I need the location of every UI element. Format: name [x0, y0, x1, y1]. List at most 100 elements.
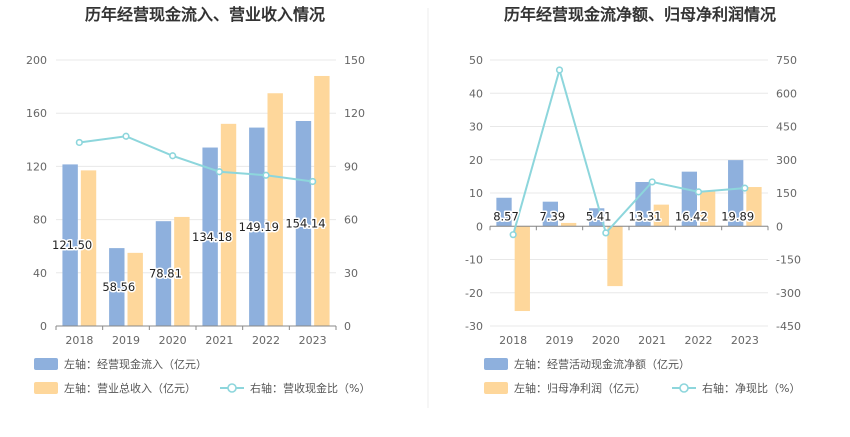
right-tick-label: 0: [344, 320, 351, 333]
legend-label: 左轴：经营活动现金流净额（亿元）: [514, 357, 690, 371]
data-label: 16.42: [675, 209, 708, 223]
bar-secondary: [174, 216, 190, 326]
right-tick-label: -150: [776, 254, 801, 267]
x-axis: [55, 325, 337, 330]
legend-swatch: [34, 358, 58, 370]
data-label: 19.89: [721, 209, 754, 223]
category-label: 2021: [205, 334, 233, 347]
bar-secondary: [653, 204, 669, 227]
right-tick-label: 750: [776, 54, 797, 67]
bar-secondary: [561, 222, 577, 227]
bar-primary: [496, 197, 512, 227]
data-label: 78.81: [149, 267, 182, 281]
ratio-point: [694, 188, 703, 196]
category-label: 2023: [731, 334, 759, 347]
data-label: 149.19: [239, 220, 279, 234]
bar-primary: [249, 127, 265, 326]
bar-primary: [295, 120, 312, 326]
ratio-point: [75, 138, 83, 147]
left-tick-label: 10: [469, 187, 483, 200]
right-tick-label: 600: [776, 87, 797, 100]
data-labels: 8.57 7.39 5.41 13.31 16.42 19.89: [492, 208, 756, 225]
data-label: 7.39: [540, 209, 566, 223]
bars: [496, 160, 762, 312]
left-tick-label: 120: [26, 160, 47, 173]
x-axis-ticks: 2018 2019 2020 2021 2022 2023: [65, 334, 326, 347]
ratio-point: [602, 229, 610, 237]
bar-secondary: [80, 170, 97, 326]
category-label: 2020: [592, 334, 620, 347]
bar-secondary: [267, 93, 283, 326]
legend-label: 左轴：营业总收入（亿元）: [64, 381, 196, 395]
right-tick-label: 150: [344, 54, 365, 67]
ratio-point: [555, 66, 564, 74]
cash-inflow-revenue-chart: 历年经营现金流入、营业收入情况 0 40 80 120 160 200 0 30 60 90 12…: [26, 5, 370, 395]
left-axis: -30 -20 -10 0 10 20 30 40 50: [465, 54, 483, 333]
legend-line-marker: [679, 383, 689, 393]
bar-primary: [635, 181, 651, 227]
legend-label: 左轴：归母净利润（亿元）: [514, 381, 646, 395]
bar-secondary: [607, 226, 623, 287]
right-tick-label: 60: [344, 214, 358, 227]
data-label: 58.56: [102, 280, 135, 294]
left-tick-label: 0: [40, 320, 47, 333]
bar-secondary: [127, 252, 143, 326]
ratio-point: [648, 178, 656, 186]
right-tick-label: 300: [776, 154, 797, 167]
data-label: 121.50: [52, 238, 92, 252]
bar-primary: [681, 171, 697, 227]
ratio-point: [262, 171, 270, 179]
legend-swatch: [34, 382, 58, 394]
chart-title: 历年经营现金流净额、归母净利润情况: [504, 5, 776, 24]
data-label: 13.31: [629, 209, 662, 223]
right-tick-label: 150: [776, 187, 797, 200]
left-tick-label: -30: [465, 320, 483, 333]
left-tick-label: -20: [465, 287, 483, 300]
bar-primary: [542, 201, 558, 227]
right-tick-label: 120: [344, 107, 365, 120]
right-tick-label: 30: [344, 267, 358, 280]
left-tick-label: 30: [469, 121, 483, 134]
ratio-point: [309, 177, 317, 186]
left-tick-label: 40: [33, 267, 47, 280]
ratio-point: [509, 231, 517, 239]
ratio-line: [509, 66, 749, 239]
bar-primary: [62, 164, 78, 326]
legend-swatch: [484, 382, 508, 394]
ratio-line-path: [79, 135, 313, 183]
right-tick-label: -300: [776, 287, 801, 300]
legend: 左轴：经营现金流入（亿元） 左轴：营业总收入（亿元） 右轴：营收现金比（%）: [34, 357, 370, 395]
ratio-point: [741, 184, 749, 192]
legend-swatch: [484, 358, 508, 370]
right-axis: -450 -300 -150 0 150 300 450 600 750: [776, 54, 801, 333]
left-tick-label: 20: [469, 154, 483, 167]
left-tick-label: 0: [476, 220, 483, 233]
left-tick-label: 80: [33, 214, 47, 227]
bar-secondary: [514, 226, 530, 312]
category-label: 2018: [499, 334, 527, 347]
right-tick-label: 90: [344, 160, 358, 173]
category-label: 2023: [299, 334, 327, 347]
category-label: 2018: [65, 334, 93, 347]
left-tick-label: -10: [465, 254, 483, 267]
left-tick-label: 160: [26, 107, 47, 120]
category-label: 2021: [638, 334, 666, 347]
left-tick-label: 50: [469, 54, 483, 67]
legend-label: 右轴：营收现金比（%）: [250, 381, 370, 395]
gridlines: [56, 59, 336, 327]
bar-secondary: [220, 123, 237, 326]
ratio-line: [75, 132, 317, 186]
right-axis: 0 30 60 90 120 150: [344, 54, 365, 333]
legend-line-marker: [227, 383, 237, 393]
category-label: 2020: [159, 334, 187, 347]
data-label: 134.18: [192, 230, 232, 244]
ratio-line-path: [512, 66, 745, 235]
net-cash-flow-profit-chart: 历年经营现金流净额、归母净利润情况 -30 -20 -10 0 10 20 30 40 50 -…: [465, 5, 801, 395]
data-label: 154.14: [285, 216, 325, 230]
data-label: 5.41: [586, 209, 612, 223]
left-tick-label: 200: [26, 54, 47, 67]
bar-secondary: [314, 75, 330, 327]
right-tick-label: -450: [776, 320, 801, 333]
category-label: 2022: [685, 334, 713, 347]
